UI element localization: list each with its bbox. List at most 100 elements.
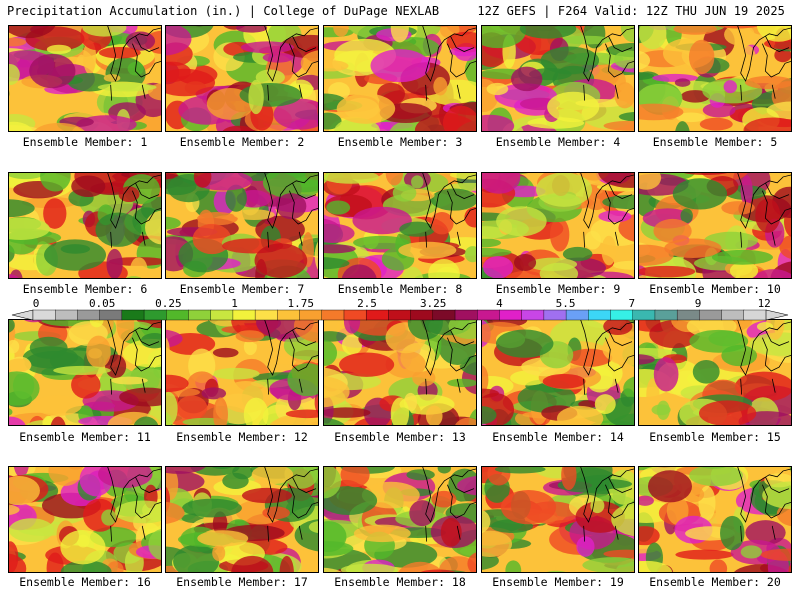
precip-contour-area [279, 555, 294, 572]
precip-contour-area [676, 112, 706, 123]
great-lakes-outline [737, 320, 791, 395]
great-lakes-outline [422, 320, 476, 395]
ensemble-member-map [323, 172, 477, 279]
colorbar-swatch [188, 309, 212, 321]
precip-contour-area [482, 238, 502, 248]
precip-contour-area [300, 50, 318, 77]
ensemble-member-map [8, 25, 162, 132]
colorbar-swatch [499, 309, 523, 321]
precip-contour-area [653, 357, 679, 392]
precip-contour-area [390, 26, 409, 43]
precip-contour-area [482, 365, 489, 394]
precip-contour-area [433, 77, 448, 96]
precip-contour-area [243, 397, 269, 425]
ensemble-member-map [165, 466, 319, 573]
great-lakes-outline [264, 320, 318, 395]
precip-contour-area [729, 261, 759, 278]
colorbar-swatch [410, 309, 434, 321]
precip-contour-area [192, 223, 232, 255]
colorbar-swatch [343, 309, 367, 321]
precip-contour-area [324, 467, 342, 499]
precip-contour-area [333, 26, 349, 37]
precipitation-field [639, 26, 791, 131]
colorbar-swatch [77, 309, 101, 321]
precip-contour-area [308, 521, 318, 534]
colorbar-swatch [610, 309, 634, 321]
precip-contour-area [455, 417, 476, 425]
precip-contour-area [576, 536, 595, 557]
precip-contour-area [601, 235, 617, 266]
precip-contour-area [86, 335, 111, 369]
precip-contour-area [48, 467, 83, 486]
precip-contour-area [76, 115, 137, 131]
precip-contour-area [235, 330, 265, 343]
colorbar-tick-label: 9 [694, 297, 702, 310]
precip-contour-area [699, 400, 757, 425]
precip-contour-area [500, 489, 557, 525]
ensemble-member-map [8, 466, 162, 573]
precip-contour-area [9, 358, 32, 372]
precip-contour-area [193, 173, 212, 188]
precip-contour-area [674, 78, 691, 87]
precip-contour-area [639, 495, 654, 506]
colorbar-tick-label: 4 [496, 297, 503, 310]
precip-contour-area [42, 415, 55, 425]
precip-contour-area [614, 50, 634, 69]
colorbar-swatch [321, 309, 345, 321]
precip-contour-area [582, 557, 634, 572]
precip-contour-area [639, 354, 655, 365]
precip-contour-area [9, 408, 13, 416]
precip-contour-area [273, 98, 318, 130]
precip-contour-area [709, 559, 728, 572]
precip-contour-area [118, 186, 140, 203]
precip-contour-area [561, 467, 577, 491]
ensemble-member-label: Ensemble Member: 12 [176, 430, 308, 444]
great-lakes-outline [580, 173, 634, 248]
precip-contour-area [482, 114, 515, 131]
precip-contour-area [575, 501, 625, 533]
precip-contour-area [251, 467, 294, 485]
colorbar-swatch [166, 309, 190, 321]
ensemble-member-map [323, 319, 477, 426]
precip-contour-area [166, 337, 170, 361]
precip-contour-area [324, 244, 356, 254]
great-lakes-outline [737, 26, 791, 101]
precip-contour-area [673, 26, 717, 35]
precip-contour-area [611, 502, 634, 537]
colorbar-swatch [521, 309, 545, 321]
precip-contour-area [324, 340, 338, 366]
ensemble-member-map [638, 319, 792, 426]
colorbar-swatch [121, 309, 145, 321]
precip-contour-area [173, 544, 220, 572]
colorbar-swatch [254, 309, 278, 321]
precip-contour-area [639, 560, 673, 572]
precipitation-field [9, 173, 161, 278]
precip-contour-area [539, 262, 579, 278]
precip-contour-area [125, 276, 142, 278]
precip-contour-area [166, 216, 181, 230]
precip-contour-area [603, 320, 633, 336]
precip-contour-area [97, 83, 157, 92]
precip-contour-area [341, 264, 377, 278]
precip-contour-area [339, 352, 395, 377]
colorbar-swatch [654, 309, 678, 321]
precip-contour-area [699, 117, 733, 131]
precip-contour-area [34, 122, 85, 131]
precip-contour-area [425, 405, 443, 425]
precip-contour-area [542, 373, 586, 389]
ensemble-member-label: Ensemble Member: 15 [649, 430, 781, 444]
colorbar-tick-label: 0 [32, 297, 40, 310]
precip-contour-area [9, 371, 40, 406]
precip-contour-area [213, 397, 228, 425]
precip-contour-area [324, 331, 347, 342]
precip-contour-area [409, 500, 436, 527]
colorbar-min-arrow [11, 309, 34, 321]
precip-contour-area [324, 541, 354, 557]
precip-contour-area [262, 506, 290, 520]
precip-contour-area [116, 320, 135, 342]
precip-contour-area [749, 332, 791, 356]
precip-contour-area [352, 206, 412, 235]
precip-contour-area [242, 487, 292, 504]
great-lakes-outline [264, 26, 318, 101]
precip-contour-area [556, 405, 604, 425]
